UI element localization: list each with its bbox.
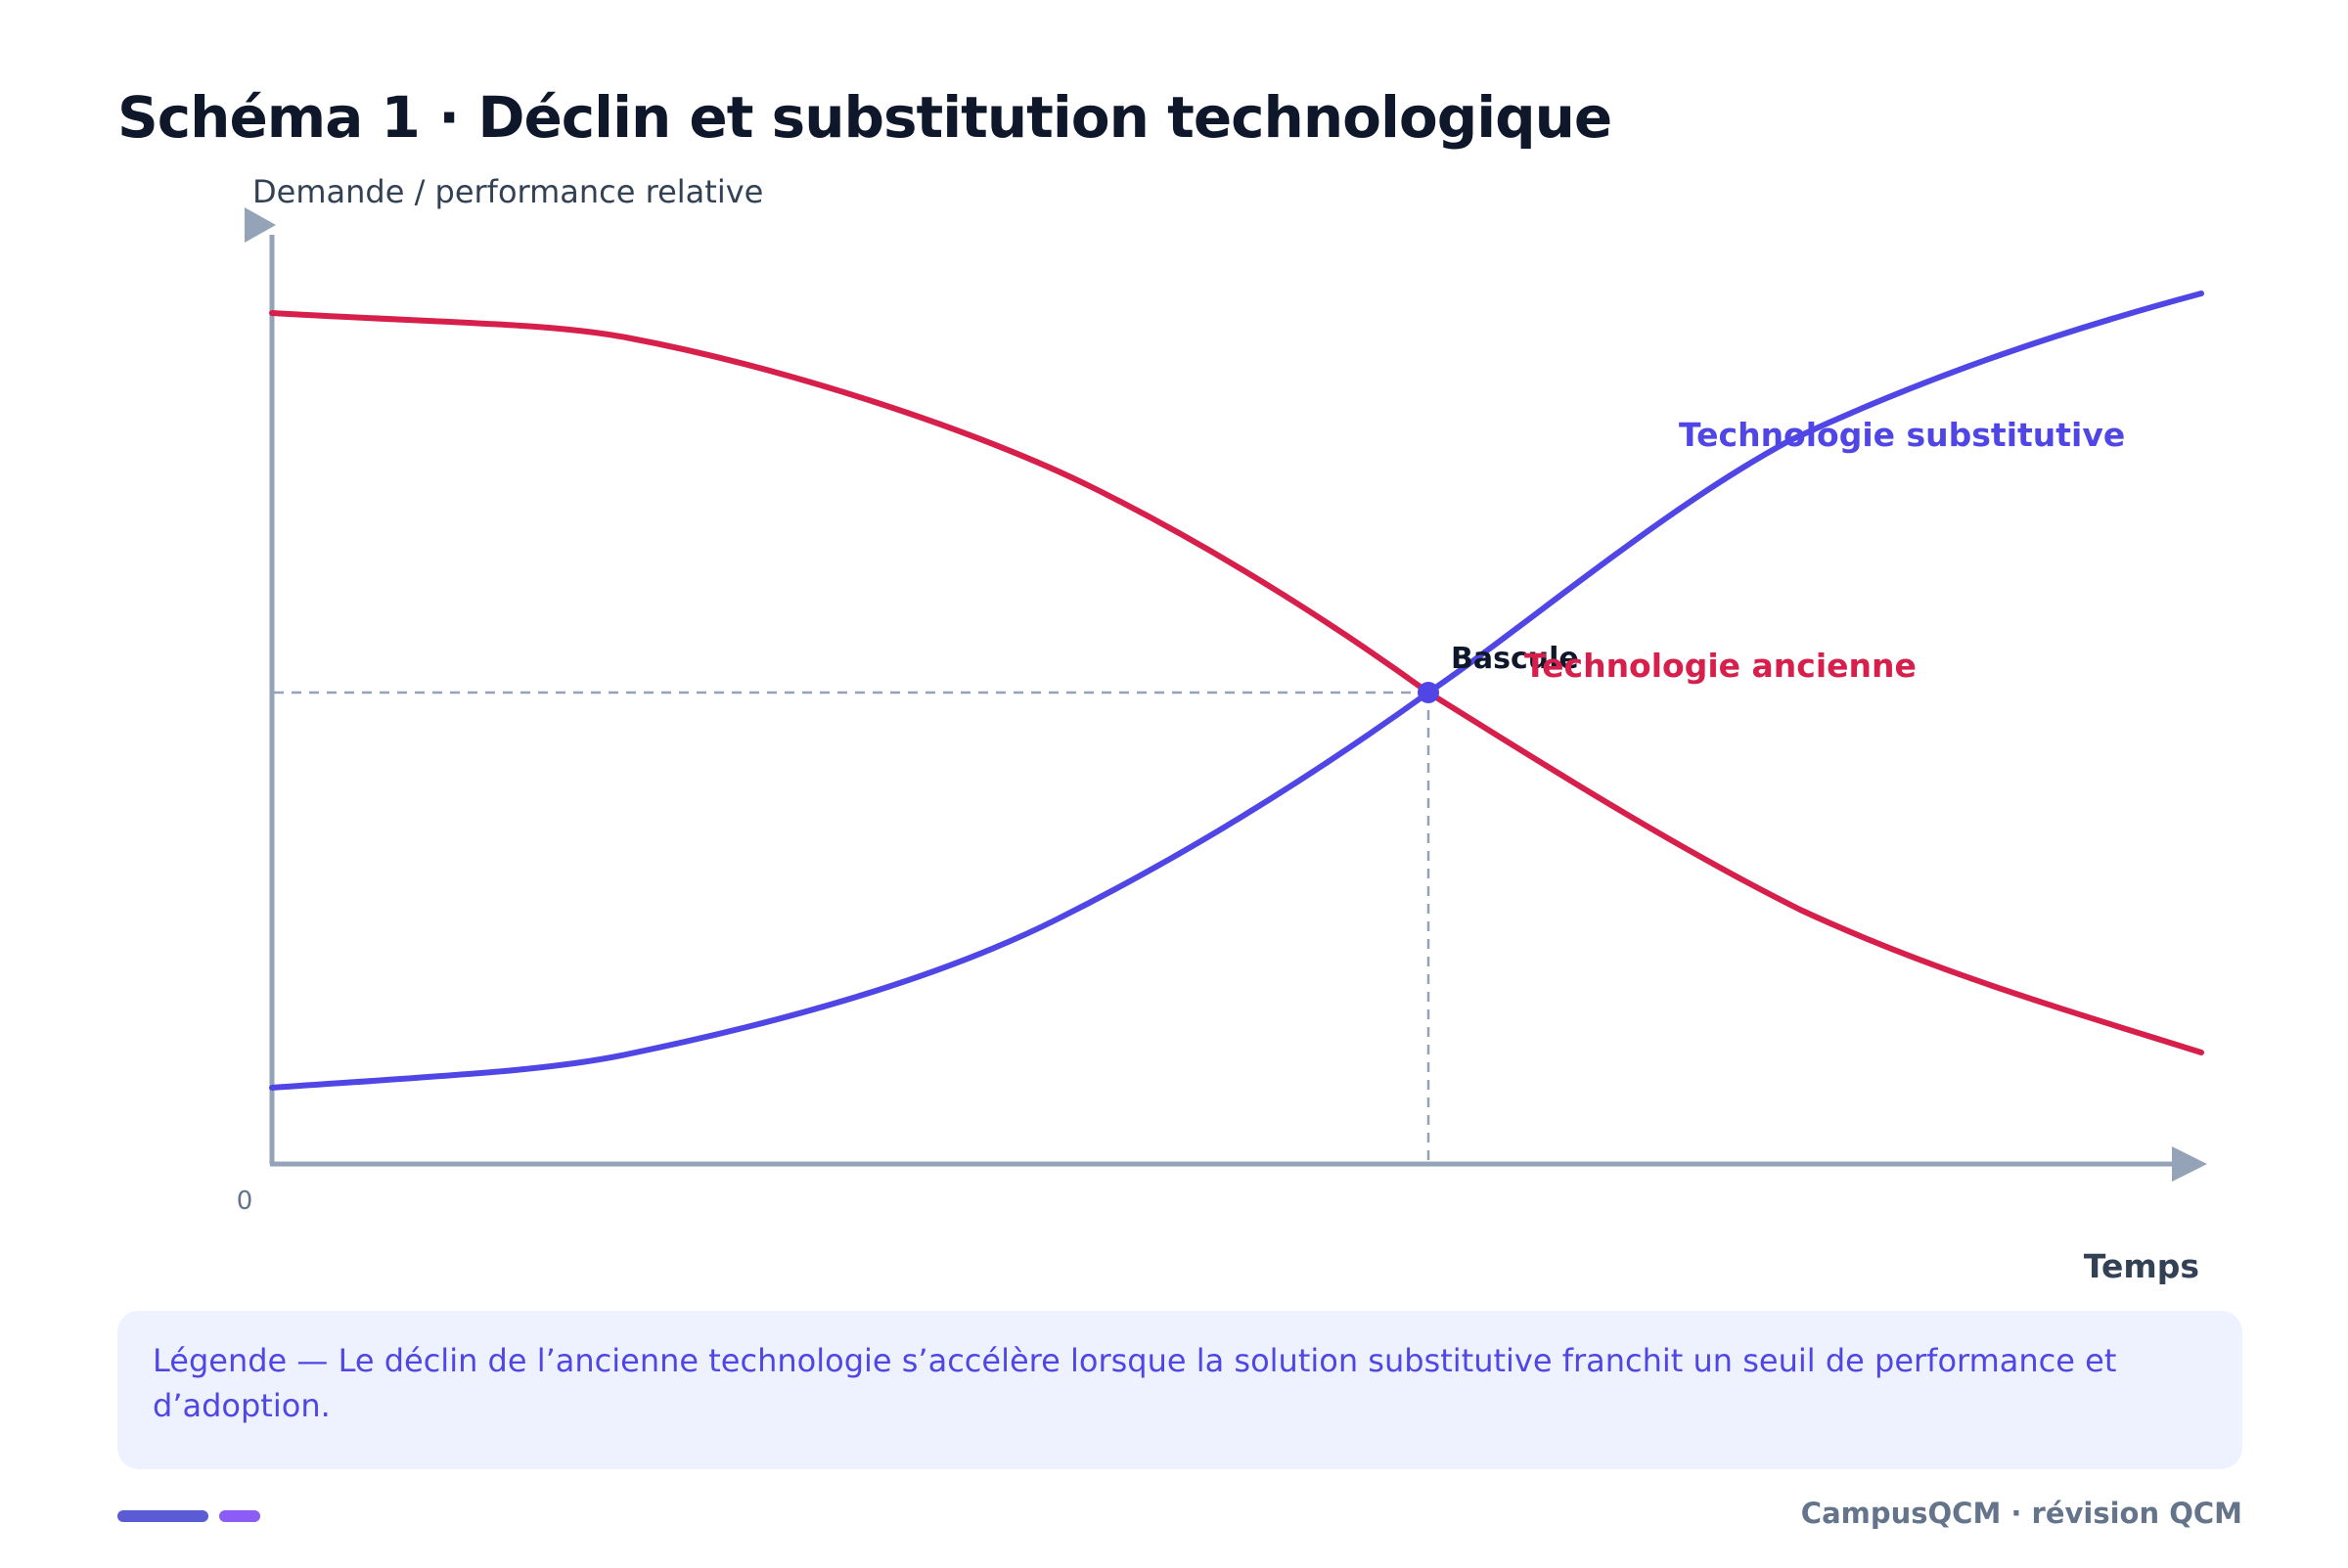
- x-axis-arrow: [2172, 1146, 2207, 1182]
- origin-label: 0: [237, 1187, 253, 1216]
- crossover-point: [1418, 682, 1439, 703]
- legend-text: Légende — Le déclin de l’ancienne techno…: [153, 1342, 2117, 1424]
- footer-brand: CampusQCM · révision QCM: [1800, 1497, 2242, 1530]
- crossover-label: Bascule: [1451, 642, 1579, 676]
- y-axis-label: Demande / performance relative: [252, 173, 763, 210]
- y-axis-arrow: [245, 207, 276, 243]
- curve-old-technology: [269, 310, 2204, 1055]
- substitution-diagram: Demande / performance relative Temps 0 B…: [237, 173, 2207, 1285]
- x-axis-label: Temps: [2084, 1247, 2199, 1285]
- curve-label-old-technology: Technologie ancienne: [1524, 647, 1917, 685]
- footer-accent-bar: [117, 1510, 208, 1522]
- curve-label-substitute-technology: Technologie substitutive: [1679, 416, 2125, 454]
- page-title: Schéma 1 · Déclin et substitution techno…: [117, 84, 1612, 151]
- footer-accent-bar-small: [219, 1510, 260, 1522]
- curve-substitute-technology: [269, 291, 2204, 1091]
- legend-box: Légende — Le déclin de l’ancienne techno…: [117, 1311, 2242, 1469]
